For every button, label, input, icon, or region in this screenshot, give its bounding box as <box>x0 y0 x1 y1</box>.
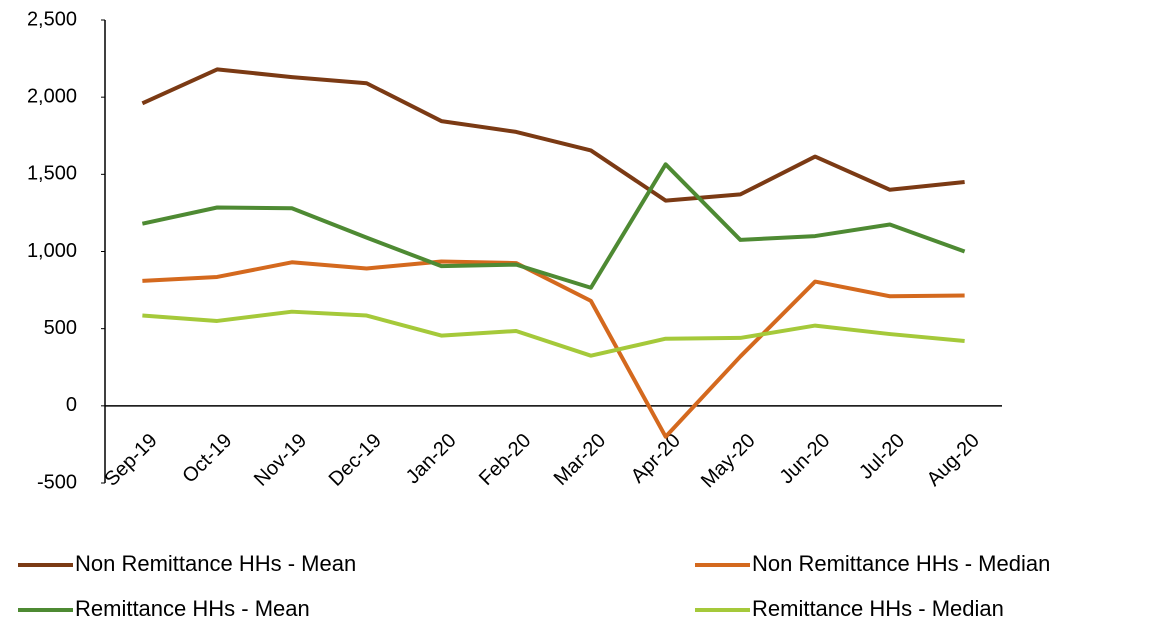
y-tick-label: 2,500 <box>27 8 77 30</box>
legend-label: Remittance HHs - Mean <box>75 596 310 621</box>
x-tick-label: Aug-20 <box>923 430 984 491</box>
y-tick-label: 2,000 <box>27 85 77 107</box>
legend-label: Remittance HHs - Median <box>752 596 1004 621</box>
x-tick-label: Nov-19 <box>250 430 311 491</box>
x-tick-label: Jan-20 <box>402 430 461 489</box>
y-tick-label: -500 <box>37 471 77 493</box>
x-tick-label: Jun-20 <box>776 430 835 489</box>
x-tick-label: Sep-19 <box>100 430 161 491</box>
legend-label: Non Remittance HHs - Mean <box>75 551 356 576</box>
y-tick-label: 0 <box>66 394 77 416</box>
x-tick-label: Apr-20 <box>627 430 685 488</box>
x-tick-label: Oct-19 <box>178 430 236 488</box>
series-line <box>141 67 965 203</box>
x-tick-label: Dec-19 <box>325 430 386 491</box>
x-tick-label: May-20 <box>697 430 760 493</box>
x-tick-label: Feb-20 <box>475 430 535 490</box>
y-tick-label: 1,500 <box>27 163 77 185</box>
legend-label: Non Remittance HHs - Median <box>752 551 1050 576</box>
series-line <box>142 309 965 358</box>
y-tick-label: 1,000 <box>27 240 77 262</box>
x-tick-label: Mar-20 <box>550 430 610 490</box>
y-tick-label: 500 <box>44 317 77 339</box>
series-line <box>142 259 965 439</box>
series-line <box>141 162 966 290</box>
x-tick-label: Jul-20 <box>855 430 909 484</box>
